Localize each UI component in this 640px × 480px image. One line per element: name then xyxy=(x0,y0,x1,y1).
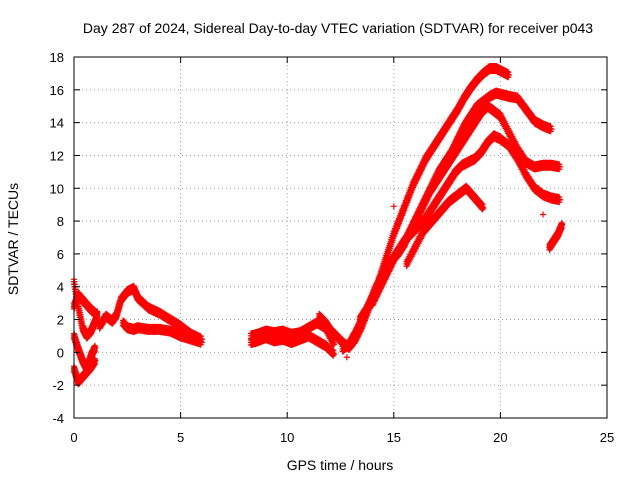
data-series xyxy=(71,62,566,388)
data-point xyxy=(94,309,101,316)
series-track-f xyxy=(120,317,205,348)
chart-title: Day 287 of 2024, Sidereal Day-to-day VTE… xyxy=(83,20,593,36)
data-point xyxy=(92,344,99,351)
series-track-d xyxy=(71,330,99,375)
data-point xyxy=(198,339,205,346)
series-track-b xyxy=(71,276,101,342)
data-point xyxy=(92,357,99,364)
series-track-e xyxy=(96,282,205,345)
